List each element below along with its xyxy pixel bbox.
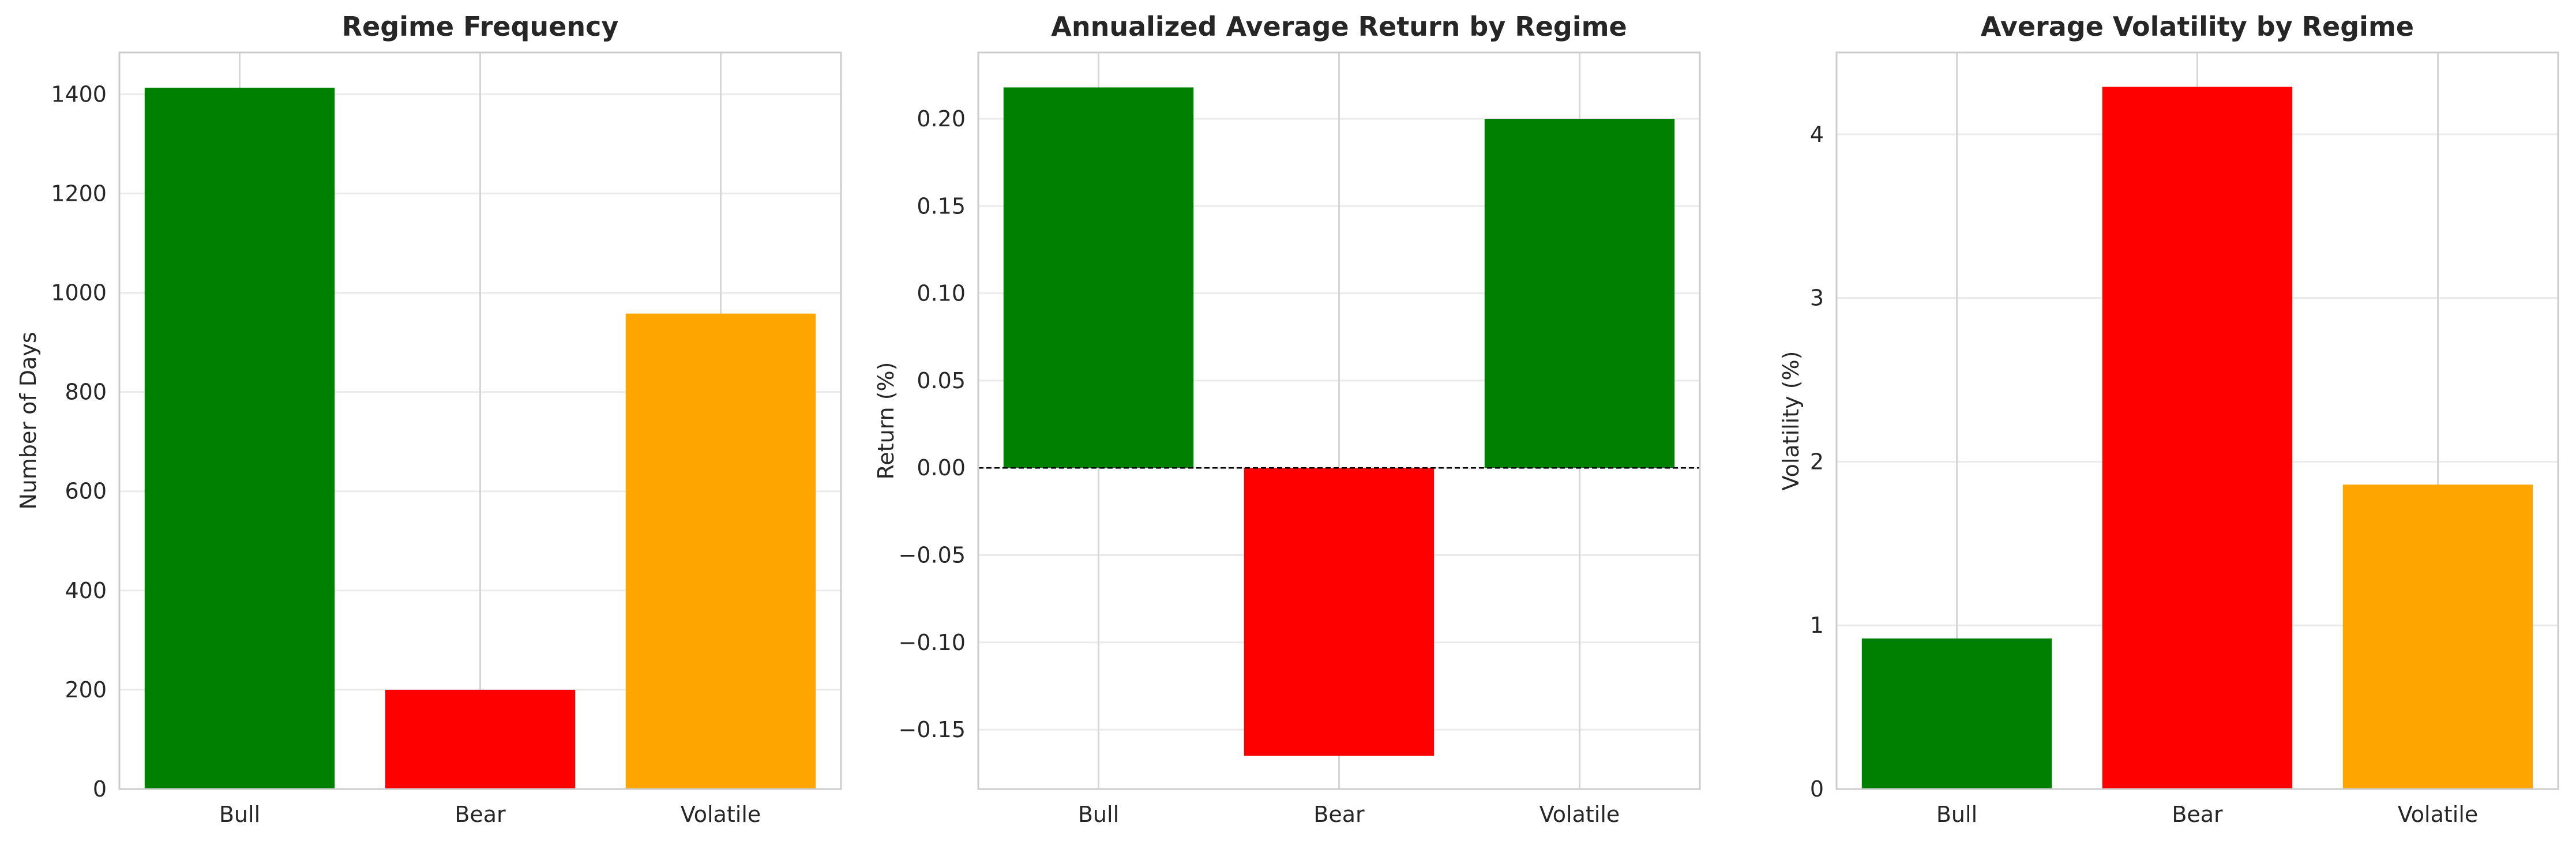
x-tick-label: Bull <box>219 802 260 827</box>
y-tick-label: 600 <box>65 479 107 504</box>
axes-frame <box>118 51 842 790</box>
y-tick-label: 0.00 <box>917 455 966 480</box>
bar-bull <box>1861 638 2052 789</box>
bar-volatile <box>2342 485 2533 789</box>
y-axis-label: Return (%) <box>873 362 899 480</box>
x-tick-label: Bear <box>455 802 506 827</box>
y-tick-label: 0.20 <box>917 106 966 132</box>
y-tick-label: 0 <box>93 776 107 802</box>
axes-frame <box>977 51 1701 790</box>
x-tick-label: Bear <box>1313 802 1365 827</box>
x-tick-label: Bull <box>1936 802 1977 827</box>
y-tick-label: −0.15 <box>899 717 966 742</box>
x-tick-label: Bear <box>2172 802 2223 827</box>
bar-bear <box>385 689 576 789</box>
y-axis-label: Volatility (%) <box>1778 351 1804 491</box>
x-tick-label: Bull <box>1078 802 1119 827</box>
y-axis-label: Number of Days <box>16 332 41 509</box>
y-tick-label: 0.15 <box>917 193 966 219</box>
bar-bear <box>1244 468 1435 756</box>
x-tick-label: Volatile <box>681 802 761 827</box>
chart-panel-1: 0 200 400 600 800 1000 1200 1400 Bull Bear Volatil… <box>16 11 842 827</box>
y-tick-label: 800 <box>65 380 107 405</box>
y-tick-label: 0.05 <box>917 368 966 393</box>
y-tick-label: 1 <box>1810 613 1824 638</box>
bar-volatile <box>625 313 816 789</box>
y-tick-label: 3 <box>1810 286 1824 311</box>
chart-panel-3: 0 1 2 3 4 Bull Bear Volatile Average Volatility … <box>1778 11 2559 827</box>
y-tick-label: −0.05 <box>899 543 966 568</box>
chart-title: Annualized Average Return by Regime <box>1051 11 1627 42</box>
bar-volatile <box>1484 118 1675 468</box>
y-tick-label: 1200 <box>51 181 107 206</box>
bar-bull <box>144 88 335 790</box>
bar-bear <box>2102 87 2293 789</box>
chart-title: Regime Frequency <box>342 11 619 42</box>
y-tick-label: 400 <box>65 578 107 603</box>
y-tick-label: 1000 <box>51 280 107 305</box>
x-tick-label: Volatile <box>2398 802 2479 827</box>
y-tick-label: 0 <box>1810 776 1824 802</box>
y-tick-label: 200 <box>65 677 107 703</box>
y-tick-label: −0.10 <box>899 630 966 655</box>
chart-panel-2: −0.15 −0.10 −0.05 0.00 0.05 0.10 0.15 0.20 Bull B… <box>873 11 1701 827</box>
y-tick-label: 2 <box>1810 449 1824 474</box>
y-tick-label: 1400 <box>51 81 107 107</box>
y-tick-label: 4 <box>1810 122 1824 147</box>
axes-frame <box>1835 51 2559 790</box>
x-tick-label: Volatile <box>1539 802 1620 827</box>
y-tick-label: 0.10 <box>917 281 966 306</box>
chart-title: Average Volatility by Regime <box>1981 11 2414 42</box>
bar-bull <box>1003 87 1194 468</box>
